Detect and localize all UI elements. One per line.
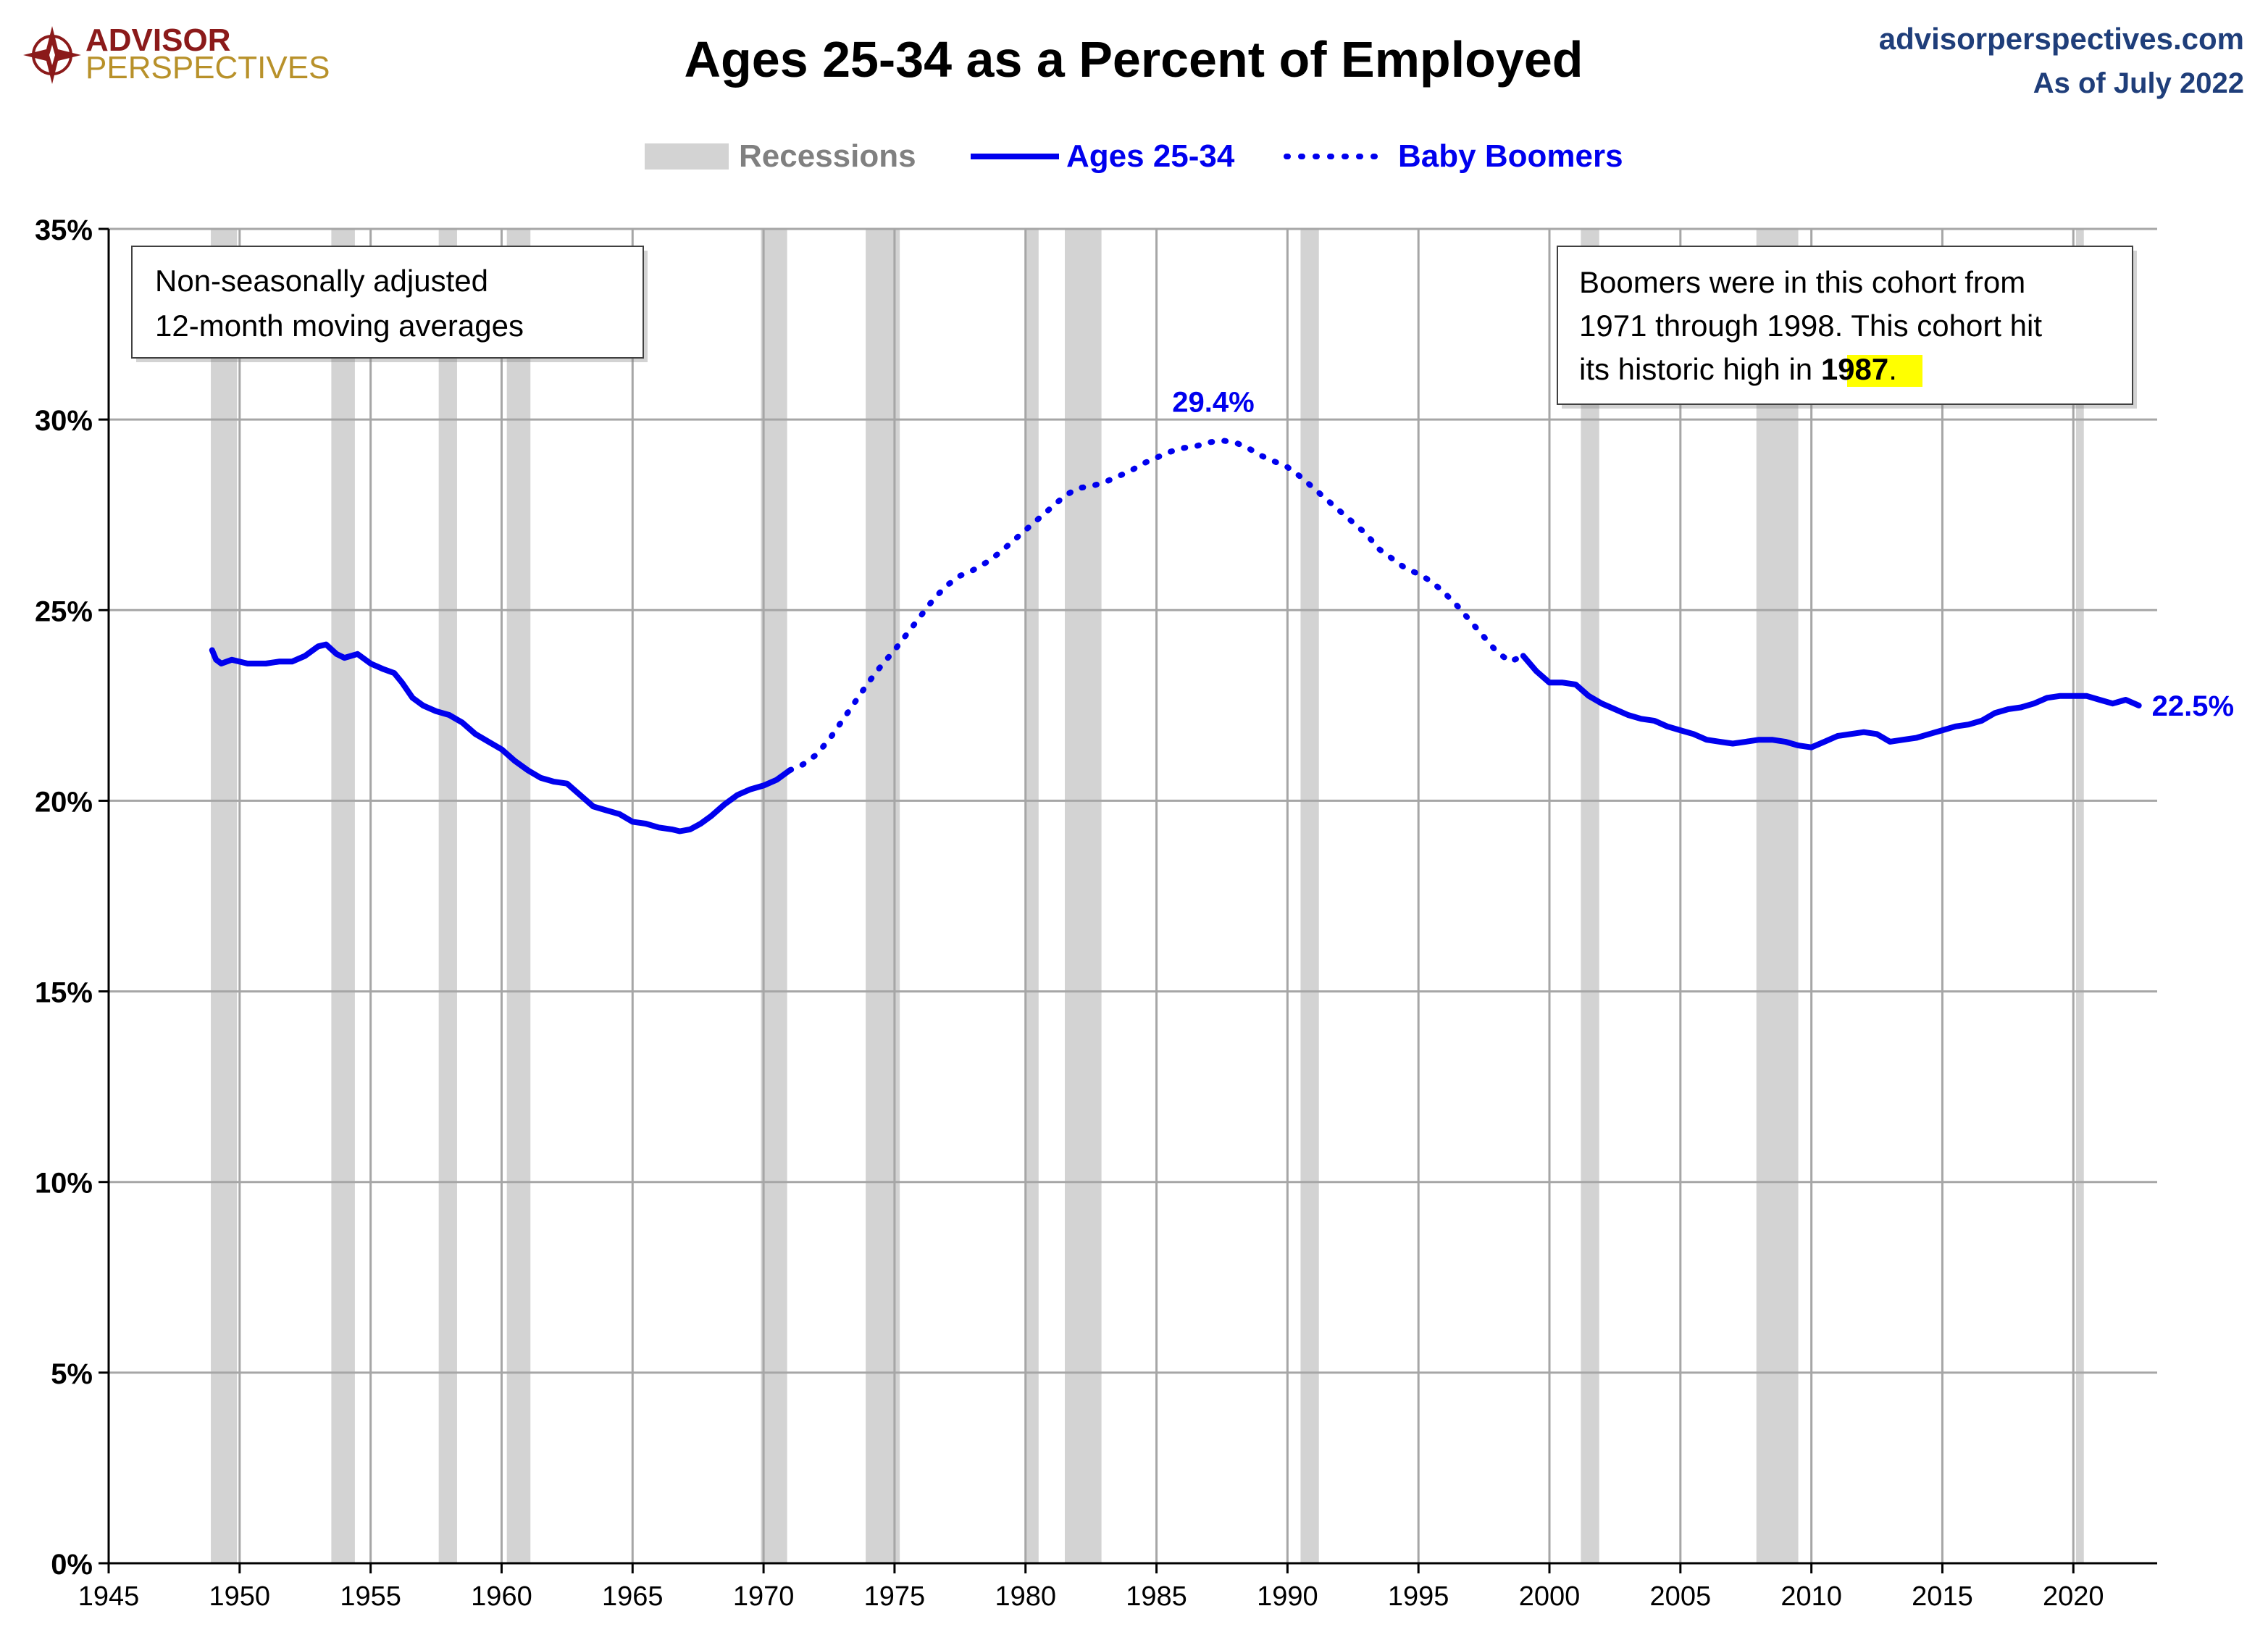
recession-band [1581, 229, 1599, 1563]
y-tick-label: 0% [51, 1549, 93, 1581]
x-tick-label: 1970 [733, 1581, 795, 1612]
as-of-date: As of July 2022 [2033, 67, 2244, 99]
legend-ages-label: Ages 25-34 [1066, 138, 1235, 174]
x-tick-label: 1995 [1388, 1581, 1449, 1612]
y-tick-label: 25% [35, 595, 93, 627]
x-tick-label: 1975 [864, 1581, 926, 1612]
y-tick-label: 5% [51, 1358, 93, 1390]
note-right: Boomers were in this cohort from 1971 th… [1557, 246, 2137, 409]
compass-icon [23, 26, 81, 84]
note-left-line1: Non-seasonally adjusted [155, 264, 488, 298]
x-tick-label: 1965 [602, 1581, 664, 1612]
x-tick-label: 1955 [340, 1581, 401, 1612]
x-tick-label: 2010 [1780, 1581, 1842, 1612]
logo: ADVISOR PERSPECTIVES [23, 22, 330, 85]
x-tick-label: 1990 [1257, 1581, 1318, 1612]
note-left: Non-seasonally adjusted 12-month moving … [131, 246, 648, 362]
axes: 0% 5% 10% 15% 20% 25% 30% 35% 1945 1950 1955 1960 19… [35, 214, 2157, 1612]
x-tick-label: 2005 [1650, 1581, 1712, 1612]
legend: Recessions Ages 25-34 Baby Boomers [645, 138, 1623, 174]
data-label-latest: 22.5% [2152, 690, 2234, 722]
x-tick-label: 1980 [995, 1581, 1056, 1612]
y-tick-label: 10% [35, 1168, 93, 1200]
x-tick-label: 2015 [1912, 1581, 1973, 1612]
logo-line1: ADVISOR [85, 22, 230, 58]
x-tick-label: 1950 [209, 1581, 271, 1612]
recession-band [1300, 229, 1319, 1563]
note-right-line3: its historic high in 1987. [1579, 352, 1897, 386]
legend-recessions-swatch [645, 143, 729, 170]
y-tick-label: 30% [35, 405, 93, 437]
series-baby-boomers [787, 438, 1526, 774]
x-tick-label: 1945 [78, 1581, 140, 1612]
site-url: advisorperspectives.com [1879, 22, 2244, 56]
recession-band [1064, 229, 1102, 1563]
recession-band [506, 229, 531, 1563]
recession-band [331, 229, 355, 1563]
note-right-line1: Boomers were in this cohort from [1579, 265, 2025, 299]
recession-band [761, 229, 787, 1563]
series-ages-25-34 [209, 641, 793, 835]
x-tick-label: 2020 [2043, 1581, 2104, 1612]
x-tick-label: 1960 [471, 1581, 532, 1612]
recession-band [438, 229, 457, 1563]
note-left-line2: 12-month moving averages [155, 309, 524, 343]
y-tick-label: 20% [35, 786, 93, 818]
legend-boomers-label: Baby Boomers [1398, 138, 1623, 174]
highlight-1987 [1847, 355, 1922, 387]
gridlines [109, 227, 2157, 1563]
legend-recessions-label: Recessions [739, 138, 916, 174]
y-tick-label: 15% [35, 977, 93, 1009]
recession-band [211, 229, 238, 1563]
recession-band [1025, 229, 1039, 1563]
data-labels: 29.4% 22.5% [1172, 387, 2234, 722]
recession-band [1756, 229, 1799, 1563]
recession-bands [211, 229, 2084, 1563]
logo-line2: PERSPECTIVES [85, 50, 330, 85]
y-tick-label: 35% [35, 214, 93, 246]
recession-band [2075, 229, 2084, 1563]
data-label-peak: 29.4% [1172, 387, 1254, 419]
series-ages-25-34 [1520, 653, 2142, 750]
series-lines [209, 438, 2142, 835]
chart-title: Ages 25-34 as a Percent of Employed [684, 31, 1583, 88]
note-right-line2: 1971 through 1998. This cohort hit [1579, 309, 2042, 343]
x-tick-label: 2000 [1519, 1581, 1581, 1612]
x-tick-label: 1985 [1126, 1581, 1187, 1612]
